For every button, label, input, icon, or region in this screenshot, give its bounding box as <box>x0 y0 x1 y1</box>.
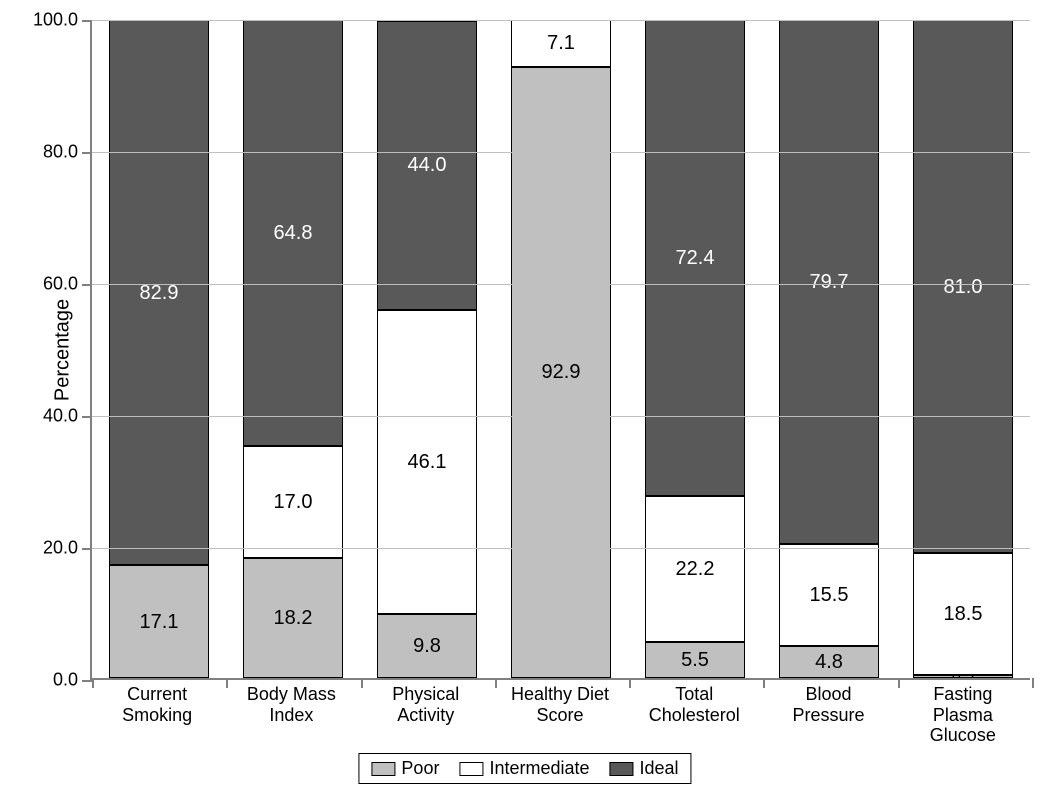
x-label-diet: Healthy DietScore <box>500 684 620 746</box>
segment-value-label: 18.5 <box>944 603 983 625</box>
gridline <box>92 20 1030 21</box>
gridline <box>92 152 1030 153</box>
segment-value-label: 92.9 <box>542 361 581 383</box>
segment-value-label: 9.8 <box>413 635 441 657</box>
bar-group-current_smoking: 17.10.082.9 <box>109 20 209 678</box>
segment-value-label: 17.1 <box>140 611 179 633</box>
segment-ideal: 44.0 <box>377 21 477 311</box>
bar-group-bp: 4.8 15.5 79.7 <box>779 20 879 678</box>
segment-poor: 17.1 <box>109 565 209 678</box>
legend-item-poor: Poor <box>371 758 439 779</box>
bar-group-glucose: 0.5 18.5 81.0 <box>913 20 1013 678</box>
x-label-current_smoking: CurrentSmoking <box>97 684 217 746</box>
segment-value-label: 64.8 <box>274 222 313 244</box>
segment-value-label: 5.5 <box>681 649 709 671</box>
y-axis-label: Percentage <box>52 299 75 401</box>
segment-intermediate: 15.5 <box>779 544 879 646</box>
x-label-activity: PhysicalActivity <box>366 684 486 746</box>
gridline <box>92 416 1030 417</box>
segment-value-label: 46.1 <box>408 451 447 473</box>
segment-value-label: 79.7 <box>810 271 849 293</box>
segment-poor: 5.5 <box>645 642 745 678</box>
x-label-bmi: Body MassIndex <box>231 684 351 746</box>
y-tick-label: 20.0 <box>43 538 92 559</box>
segment-value-label: 82.9 <box>140 282 179 304</box>
stacked-bar-chart: Percentage 17.10.082.918.217.064.89.846.… <box>0 0 1050 790</box>
segment-poor: 9.8 <box>377 614 477 678</box>
segment-value-label: 7.1 <box>547 32 575 54</box>
segment-value-label: 72.4 <box>676 247 715 269</box>
bar-group-cholesterol: 5.5 22.2 72.4 <box>645 20 745 678</box>
segment-ideal: 82.9 <box>109 20 209 565</box>
gridline <box>92 284 1030 285</box>
legend-swatch-ideal <box>610 762 634 776</box>
segment-ideal: 81.0 <box>913 20 1013 553</box>
segment-value-label: 81.0 <box>944 276 983 298</box>
legend: Poor Intermediate Ideal <box>358 753 691 784</box>
segment-intermediate: 7.1 <box>511 20 611 67</box>
x-label-bp: Blood Pressure <box>769 684 889 746</box>
x-label-cholesterol: TotalCholesterol <box>634 684 754 746</box>
bars-container: 17.10.082.9 18.2 17.0 64.8 9.8 46.1 44.0 92.9 7.… <box>92 20 1030 678</box>
segment-value-label: 22.2 <box>676 558 715 580</box>
y-tick-label: 100.0 <box>33 10 92 31</box>
segment-intermediate: 18.5 <box>913 553 1013 675</box>
y-tick-label: 40.0 <box>43 406 92 427</box>
segment-value-label: 0.5 <box>952 675 974 678</box>
x-axis-labels: CurrentSmokingBody MassIndexPhysicalActi… <box>90 684 1030 746</box>
legend-swatch-intermediate <box>459 762 483 776</box>
segment-poor: 4.8 <box>779 646 879 678</box>
segment-value-label: 17.0 <box>274 491 313 513</box>
segment-ideal: 72.4 <box>645 20 745 496</box>
segment-ideal: 64.8 <box>243 20 343 446</box>
x-tick <box>1032 678 1034 688</box>
plot-area: 17.10.082.9 18.2 17.0 64.8 9.8 46.1 44.0 92.9 7.… <box>90 20 1030 680</box>
segment-value-label: 44.0 <box>408 154 447 176</box>
legend-item-intermediate: Intermediate <box>459 758 589 779</box>
legend-label: Poor <box>401 758 439 779</box>
gridline <box>92 548 1030 549</box>
y-tick-label: 0.0 <box>53 670 92 691</box>
y-tick-label: 80.0 <box>43 142 92 163</box>
bar-group-activity: 9.8 46.1 44.0 <box>377 20 477 678</box>
bar-group-bmi: 18.2 17.0 64.8 <box>243 20 343 678</box>
segment-poor: 92.9 <box>511 67 611 678</box>
segment-poor: 0.5 <box>913 675 1013 678</box>
segment-poor: 18.2 <box>243 558 343 678</box>
legend-item-ideal: Ideal <box>610 758 679 779</box>
segment-intermediate: 22.2 <box>645 496 745 642</box>
segment-value-label: 4.8 <box>815 651 843 673</box>
bar-group-diet: 92.97.10.0 <box>511 20 611 678</box>
segment-value-label: 15.5 <box>810 584 849 606</box>
segment-intermediate: 17.0 <box>243 446 343 558</box>
segment-value-label: 18.2 <box>274 607 313 629</box>
x-label-glucose: FastingPlasmaGlucose <box>903 684 1023 746</box>
segment-ideal: 79.7 <box>779 20 879 544</box>
y-tick-label: 60.0 <box>43 274 92 295</box>
segment-intermediate: 46.1 <box>377 310 477 613</box>
legend-swatch-poor <box>371 762 395 776</box>
legend-label: Intermediate <box>489 758 589 779</box>
legend-label: Ideal <box>640 758 679 779</box>
